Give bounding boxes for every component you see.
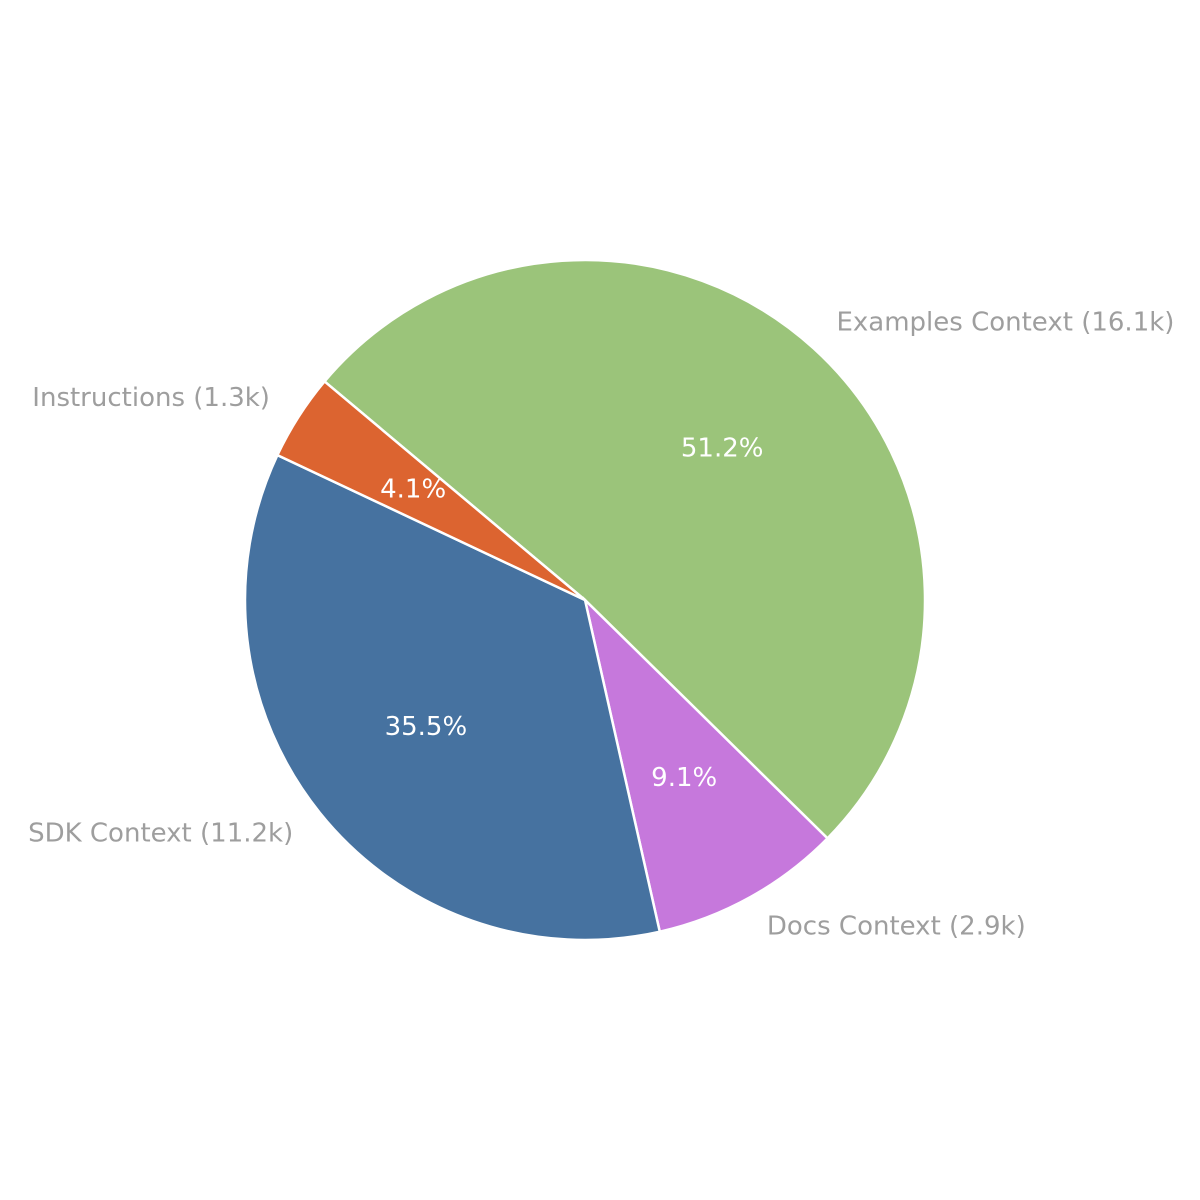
slice-label: Examples Context (16.1k) [836,308,1174,338]
pie-slice [582,596,830,934]
pie-slice [275,379,586,602]
slice-percent: 4.1% [380,475,446,505]
slice-percent: 35.5% [385,712,468,742]
pie-slice [322,258,927,841]
slice-percent: 9.1% [651,763,717,793]
slice-label: Instructions (1.3k) [32,383,270,413]
slice-label: SDK Context (11.2k) [28,819,293,849]
pie-slice [243,453,662,942]
slice-percent: 51.2% [681,434,764,464]
slice-label: Docs Context (2.9k) [767,911,1026,941]
